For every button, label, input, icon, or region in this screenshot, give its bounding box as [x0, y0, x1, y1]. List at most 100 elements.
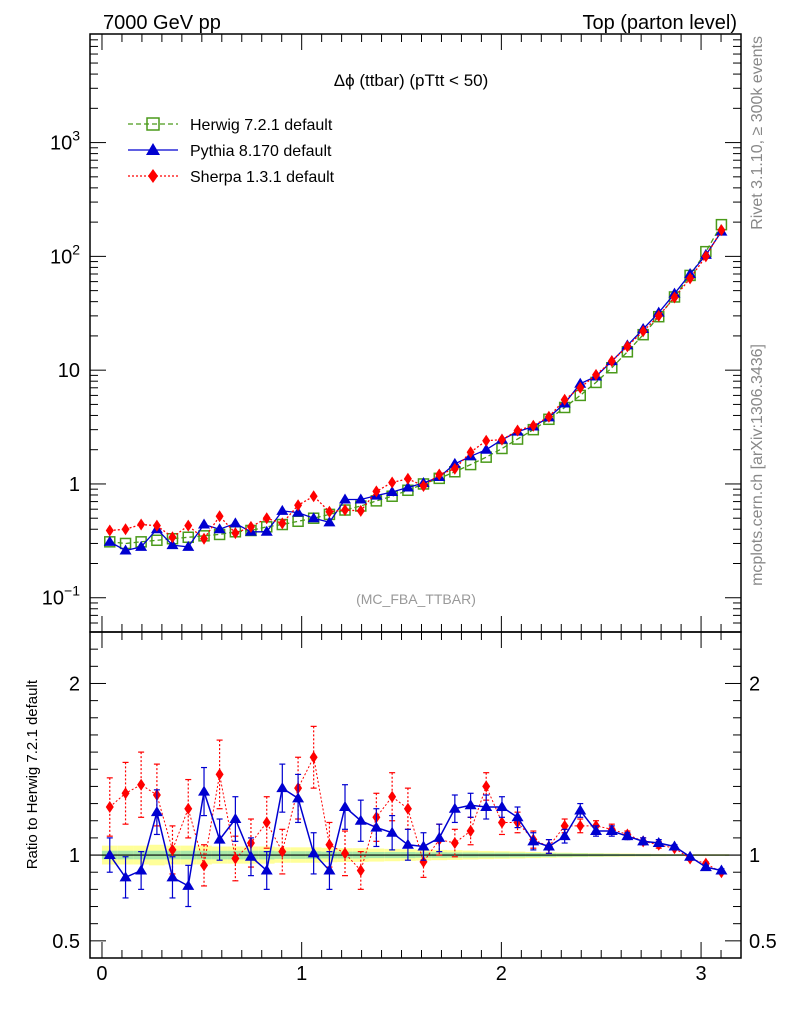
- point-marker: [623, 340, 632, 353]
- point-marker: [684, 850, 697, 861]
- point-marker: [592, 368, 601, 381]
- point-marker: [168, 531, 177, 544]
- ratio-y-tick-labels: 0.5 1 2: [52, 673, 80, 952]
- y-tick-label: 10: [58, 360, 80, 382]
- series-markers: [104, 218, 728, 550]
- point-marker: [701, 250, 710, 263]
- point-marker: [121, 523, 130, 536]
- point-marker: [542, 840, 555, 851]
- point-marker: [354, 814, 367, 825]
- point-marker: [403, 472, 412, 485]
- point-marker: [558, 830, 571, 841]
- point-marker: [450, 462, 459, 475]
- point-marker: [574, 804, 587, 815]
- point-marker: [150, 806, 163, 817]
- y-tick-label-base: 10: [50, 246, 72, 268]
- point-marker: [480, 443, 493, 454]
- ratio-y-tick-labels-right: 0.5 1 2: [749, 673, 777, 952]
- series-line: [109, 786, 722, 888]
- point-marker: [448, 802, 461, 813]
- y-tick-label-right: 0.5: [749, 931, 777, 953]
- y-tick-label: 1: [69, 845, 80, 867]
- y-tick-label: 102: [50, 241, 80, 268]
- point-marker: [560, 393, 569, 406]
- point-marker: [325, 505, 334, 518]
- point-marker: [356, 864, 365, 877]
- point-marker: [419, 479, 428, 492]
- point-marker: [105, 801, 114, 814]
- point-marker: [654, 309, 663, 322]
- point-marker: [182, 879, 195, 890]
- point-marker: [215, 510, 224, 523]
- point-marker: [401, 838, 414, 849]
- series-markers: [103, 225, 728, 555]
- point-marker: [262, 816, 271, 829]
- point-marker: [339, 801, 352, 812]
- point-marker: [244, 850, 257, 861]
- legend-label: Pythia 8.170 default: [190, 143, 332, 160]
- point-marker: [639, 325, 648, 338]
- point-marker: [168, 843, 177, 856]
- x-tick-label: 3: [695, 963, 706, 985]
- point-marker: [511, 811, 524, 822]
- point-marker: [260, 525, 273, 536]
- point-marker: [276, 782, 289, 793]
- point-marker: [246, 520, 255, 533]
- point-marker: [339, 493, 352, 504]
- point-marker: [148, 169, 158, 183]
- ratio-axis-ticks: [90, 631, 742, 959]
- point-marker: [137, 778, 146, 791]
- point-marker: [166, 539, 179, 550]
- point-marker: [151, 534, 163, 547]
- series-markers: [105, 224, 726, 545]
- point-marker: [717, 224, 726, 237]
- main-watermark: (MC_FBA_TTBAR): [356, 591, 476, 607]
- point-marker: [166, 871, 179, 882]
- point-marker: [590, 825, 603, 836]
- side-mcplots-label: mcplots.cern.ch [arXiv:1306.3436]: [749, 344, 766, 586]
- side-rivet-label: Rivet 3.1.10, ≥ 300k events: [749, 36, 766, 230]
- point-marker: [198, 518, 211, 529]
- point-marker: [621, 830, 634, 841]
- point-marker: [309, 751, 318, 764]
- x-tick-label: 1: [296, 963, 307, 985]
- x-tick-label: 2: [496, 963, 507, 985]
- ratio-panel: 0.5 1 2 0.5 1 2 0 1 2 3 Ratio to Herwig 7.2.1 d…: [24, 631, 777, 985]
- point-marker: [386, 826, 399, 837]
- y-tick-label: 1: [69, 474, 80, 496]
- point-marker: [527, 835, 540, 846]
- point-marker: [699, 861, 712, 872]
- main-title: Δϕ (ttbar) (pTtt < 50): [334, 71, 489, 90]
- point-marker: [417, 840, 430, 851]
- y-tick-label-right: 2: [749, 673, 760, 695]
- point-marker: [341, 504, 350, 517]
- point-marker: [576, 381, 585, 394]
- point-marker: [388, 790, 397, 803]
- point-marker: [450, 837, 459, 850]
- point-marker: [260, 864, 273, 875]
- point-marker: [325, 838, 334, 851]
- ratio-y-axis-label: Ratio to Herwig 7.2.1 default: [24, 679, 41, 869]
- legend-label: Sherpa 1.3.1 default: [190, 169, 335, 186]
- point-marker: [184, 519, 193, 532]
- point-marker: [182, 540, 195, 551]
- point-marker: [544, 410, 553, 423]
- point-marker: [652, 837, 665, 848]
- header-left: 7000 GeV pp: [103, 12, 221, 34]
- point-marker: [715, 864, 728, 875]
- point-marker: [605, 825, 618, 836]
- legend: Herwig 7.2.1 default Pythia 8.170 default…: [128, 117, 335, 186]
- point-marker: [262, 512, 271, 525]
- series-markers: [103, 763, 728, 908]
- series-line: [109, 231, 722, 552]
- point-marker: [607, 355, 616, 368]
- point-marker: [103, 535, 116, 546]
- point-marker: [576, 819, 585, 832]
- point-marker: [213, 833, 226, 844]
- series-markers: [105, 725, 726, 890]
- point-marker: [292, 506, 305, 517]
- point-marker: [146, 117, 160, 131]
- x-tick-labels: 0 1 2 3: [96, 963, 706, 985]
